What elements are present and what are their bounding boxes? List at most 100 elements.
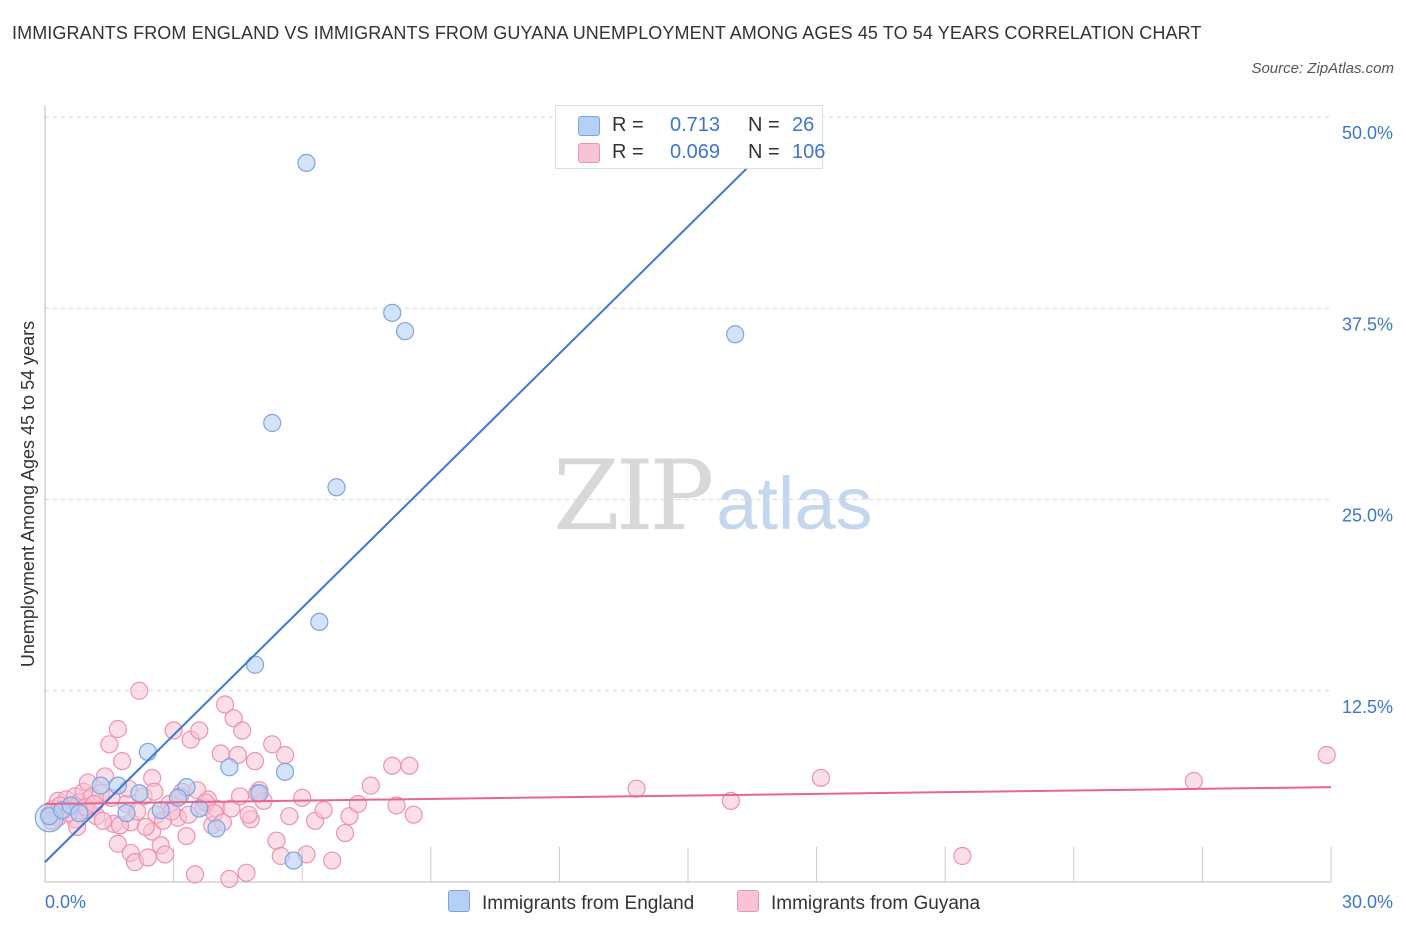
guyana-point: [239, 805, 258, 824]
guyana-point: [280, 807, 299, 826]
england-point: [395, 322, 415, 341]
england-point: [117, 804, 136, 823]
england-r-value: 0.713: [670, 114, 721, 136]
guyana-trend-line: [44, 786, 1332, 805]
y-tick-label: 50.0%: [1342, 123, 1393, 143]
england-legend-label: Immigrants from England: [482, 893, 695, 914]
guyana-r-value: 0.069: [670, 141, 721, 163]
grid-lines: [45, 116, 1331, 692]
england-point: [250, 784, 269, 803]
y-tick-label: 25.0%: [1342, 506, 1393, 526]
guyana-point: [953, 846, 972, 866]
england-n-label: N =: [748, 114, 780, 136]
y-axis-label: Unemployment Among Ages 45 to 54 years: [18, 321, 38, 667]
guyana-point: [314, 800, 333, 820]
england-point: [190, 799, 209, 818]
guyana-point: [100, 735, 119, 754]
guyana-point: [1317, 745, 1336, 765]
guyana-point: [233, 721, 252, 740]
england-point: [220, 758, 239, 777]
guyana-point: [130, 681, 149, 700]
trend-lines: [44, 162, 1332, 863]
guyana-point: [237, 863, 256, 882]
x-tick-labels: 0.0% 30.0%: [45, 892, 1393, 912]
england-point: [151, 800, 170, 820]
legend-item-england: Immigrants from England: [448, 890, 694, 915]
guyana-point: [113, 752, 132, 771]
guyana-point: [136, 817, 155, 837]
guyana-point: [267, 831, 286, 850]
england-point: [726, 325, 745, 344]
y-tick-label: 37.5%: [1342, 314, 1393, 334]
england-point: [327, 478, 346, 497]
guyana-point: [93, 811, 112, 830]
guyana-point: [138, 848, 157, 867]
guyana-point: [811, 768, 830, 788]
england-point: [263, 413, 282, 433]
legend-stats: R = 0.713 N = 26 R = 0.069 N = 106: [555, 105, 826, 169]
england-point: [310, 612, 329, 632]
guyana-point: [627, 779, 646, 798]
england-point: [284, 851, 303, 870]
england-points: [34, 153, 745, 870]
guyana-point: [361, 776, 380, 795]
guyana-point: [108, 719, 127, 739]
guyana-point: [190, 721, 209, 740]
watermark-zip: ZIP: [553, 440, 714, 552]
england-r-label: R =: [612, 114, 644, 136]
england-n-value: 26: [792, 114, 815, 136]
legend-item-guyana: Immigrants from Guyana: [737, 890, 980, 915]
england-legend-swatch: [448, 890, 470, 912]
guyana-point: [335, 823, 355, 843]
guyana-n-label: N =: [748, 141, 780, 163]
guyana-point: [721, 791, 740, 811]
guyana-point: [220, 869, 239, 889]
guyana-legend-label: Immigrants from Guyana: [771, 893, 981, 914]
guyana-point: [145, 782, 164, 801]
england-point: [168, 788, 187, 807]
england-point: [245, 655, 265, 674]
england-point: [138, 742, 157, 762]
chart-title: IMMIGRANTS FROM ENGLAND VS IMMIGRANTS FR…: [12, 23, 1202, 43]
guyana-point: [383, 756, 402, 775]
england-point: [383, 303, 402, 322]
watermark: ZIPatlas: [553, 440, 873, 552]
england-point: [70, 804, 89, 823]
x-tick-label: 0.0%: [45, 892, 86, 912]
guyana-point: [348, 794, 368, 814]
guyana-point: [293, 788, 312, 807]
guyana-point: [387, 796, 406, 815]
england-trend-line: [44, 162, 754, 863]
guyana-point: [1184, 771, 1203, 791]
england-point: [207, 819, 226, 838]
guyana-r-label: R =: [612, 141, 644, 163]
guyana-point: [275, 745, 295, 765]
guyana-point: [400, 756, 419, 775]
england-point: [91, 776, 110, 795]
source-label: Source: ZipAtlas.com: [1251, 60, 1394, 77]
guyana-point: [155, 845, 175, 864]
guyana-point: [108, 834, 127, 853]
guyana-point: [404, 805, 423, 824]
guyana-point: [164, 721, 183, 740]
guyana-point: [177, 826, 196, 846]
guyana-point: [185, 865, 205, 884]
england-point: [275, 762, 295, 781]
y-tick-label: 12.5%: [1342, 697, 1393, 717]
guyana-point: [263, 735, 282, 754]
x-tick-marks: [173, 847, 1332, 882]
guyana-point: [245, 752, 265, 771]
england-swatch: [578, 116, 600, 136]
england-point: [130, 784, 149, 803]
guyana-point: [215, 695, 235, 714]
y-tick-labels: 12.5% 25.0% 37.5% 50.0%: [1342, 123, 1393, 717]
watermark-atlas: atlas: [716, 462, 873, 545]
guyana-swatch: [578, 143, 600, 163]
england-point: [108, 776, 127, 795]
guyana-n-value: 106: [792, 141, 826, 163]
x-tick-label: 30.0%: [1342, 892, 1393, 912]
guyana-legend-swatch: [737, 890, 759, 912]
england-point: [297, 153, 316, 172]
guyana-point: [323, 851, 342, 870]
